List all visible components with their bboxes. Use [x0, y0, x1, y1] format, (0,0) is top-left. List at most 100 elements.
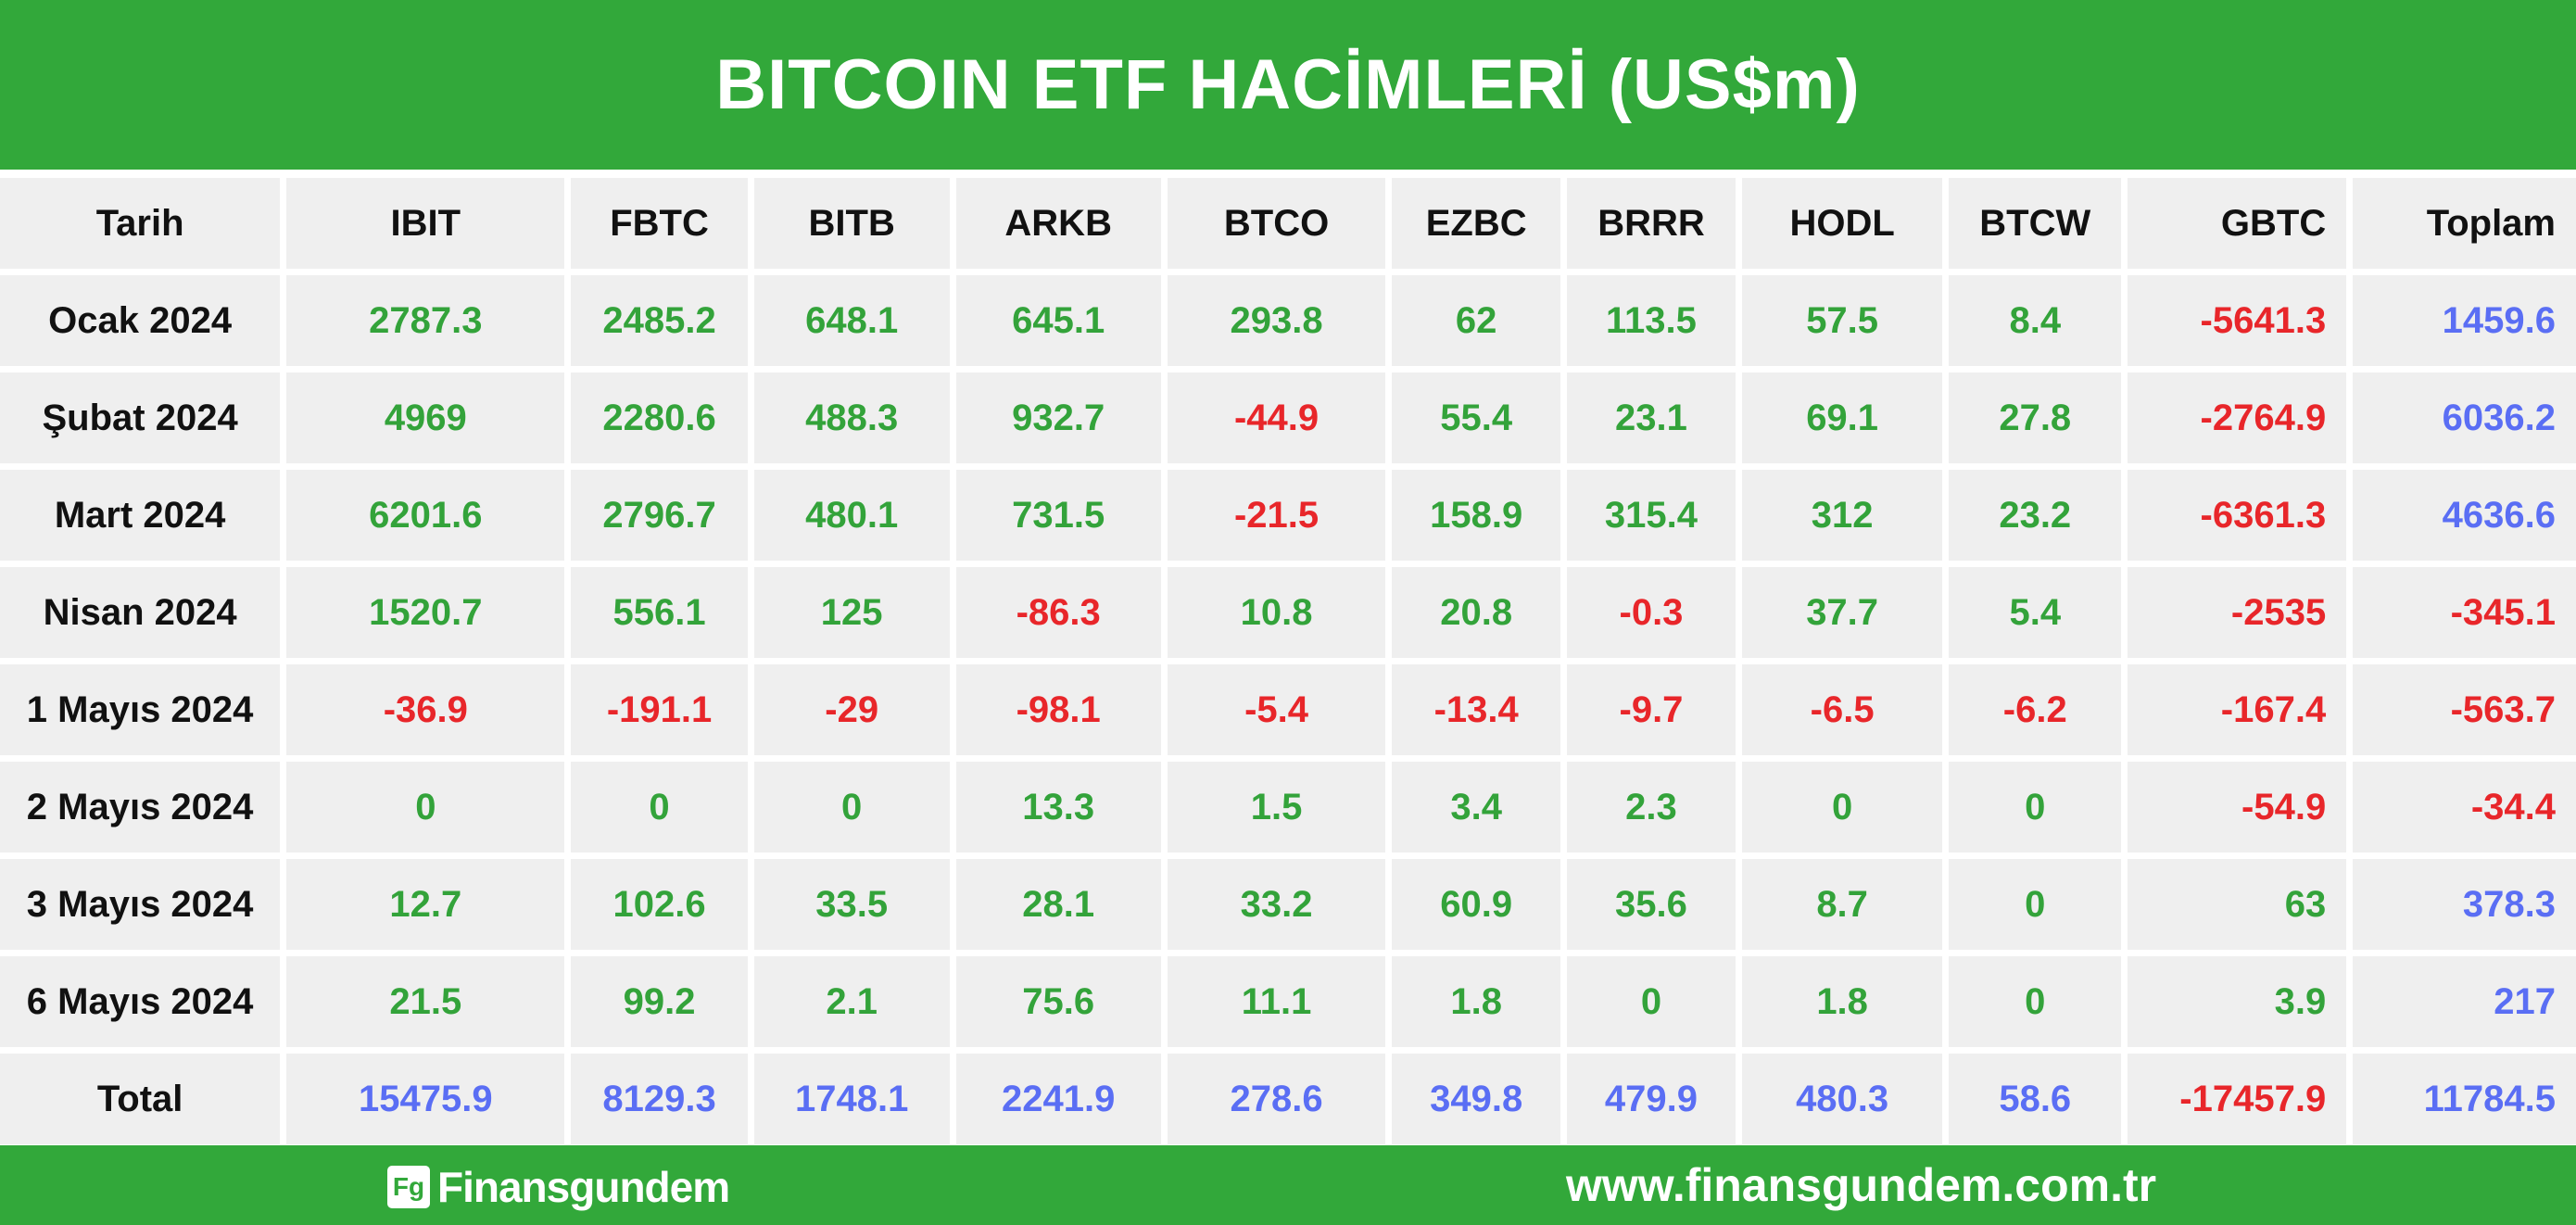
table-cell: 1520.7	[286, 567, 565, 658]
table-cell: 5.4	[1949, 567, 2122, 658]
table-cell: -2764.9	[2128, 373, 2347, 463]
table-cell: 63	[2128, 859, 2347, 950]
row-date-label: 3 Mayıs 2024	[0, 859, 281, 950]
column-header: BTCO	[1167, 178, 1386, 269]
table-cell: 13.3	[955, 762, 1161, 852]
table-cell: -44.9	[1167, 373, 1386, 463]
page-title: BITCOIN ETF HACİMLERİ (US$m)	[715, 45, 1861, 124]
table-cell: 4636.6	[2353, 470, 2576, 561]
table-cell: 488.3	[753, 373, 950, 463]
column-header: BRRR	[1566, 178, 1736, 269]
table-cell: -167.4	[2128, 664, 2347, 755]
etf-volume-table: Tarih IBIT FBTC BITB ARKB BTCO EZBC BRRR HODL BTC…	[0, 178, 2576, 1145]
table-cell: -0.3	[1566, 567, 1736, 658]
table-cell: 2787.3	[286, 275, 565, 366]
table-cell: 60.9	[1392, 859, 1560, 950]
table-cell: 102.6	[571, 859, 748, 950]
table-cell: -5641.3	[2128, 275, 2347, 366]
column-header: EZBC	[1392, 178, 1560, 269]
table-cell: -563.7	[2353, 664, 2576, 755]
row-date-label: Ocak 2024	[0, 275, 281, 366]
row-date-label: Nisan 2024	[0, 567, 281, 658]
table-cell: 2.3	[1566, 762, 1736, 852]
table-cell: -36.9	[286, 664, 565, 755]
table-cell: 3.4	[1392, 762, 1560, 852]
column-header: ARKB	[955, 178, 1161, 269]
column-header: Tarih	[0, 178, 281, 269]
brand-logo: Fg Finansgundem	[387, 1162, 730, 1212]
table-cell: -34.4	[2353, 762, 2576, 852]
table-cell: -86.3	[955, 567, 1161, 658]
website-url[interactable]: www.finansgundem.com.tr	[1566, 1159, 2157, 1211]
table-cell: -191.1	[571, 664, 748, 755]
table-cell: 35.6	[1566, 859, 1736, 950]
logo-text: Finansgundem	[437, 1163, 730, 1211]
logo-mark-icon: Fg	[387, 1166, 430, 1208]
table-cell: -6.5	[1742, 664, 1943, 755]
table-cell: 0	[1742, 762, 1943, 852]
row-date-label: Şubat 2024	[0, 373, 281, 463]
table-cell: 23.2	[1949, 470, 2122, 561]
table-cell: 33.2	[1167, 859, 1386, 950]
table-cell: 293.8	[1167, 275, 1386, 366]
table-cell: 645.1	[955, 275, 1161, 366]
column-header: GBTC	[2128, 178, 2347, 269]
table-cell: 99.2	[571, 956, 748, 1047]
table-cell: -9.7	[1566, 664, 1736, 755]
table-cell: -29	[753, 664, 950, 755]
column-header: Toplam	[2353, 178, 2576, 269]
table-cell: -98.1	[955, 664, 1161, 755]
table-cell: 33.5	[753, 859, 950, 950]
table-cell: 0	[286, 762, 565, 852]
table-cell: 8.4	[1949, 275, 2122, 366]
total-cell: 278.6	[1167, 1054, 1386, 1144]
table-cell: 27.8	[1949, 373, 2122, 463]
total-row-label: Total	[0, 1054, 281, 1144]
table-cell: 0	[1949, 956, 2122, 1047]
table-cell: 6201.6	[286, 470, 565, 561]
total-cell: 58.6	[1949, 1054, 2122, 1144]
table-cell: 2485.2	[571, 275, 748, 366]
row-date-label: 2 Mayıs 2024	[0, 762, 281, 852]
table-cell: 28.1	[955, 859, 1161, 950]
total-cell: 11784.5	[2353, 1054, 2576, 1144]
table-cell: -21.5	[1167, 470, 1386, 561]
table-cell: -6361.3	[2128, 470, 2347, 561]
table-cell: -2535	[2128, 567, 2347, 658]
column-header: FBTC	[571, 178, 748, 269]
table-cell: 648.1	[753, 275, 950, 366]
table-cell: 21.5	[286, 956, 565, 1047]
table-cell: 4969	[286, 373, 565, 463]
table-cell: 0	[753, 762, 950, 852]
table-cell: 378.3	[2353, 859, 2576, 950]
table-cell: 1459.6	[2353, 275, 2576, 366]
row-date-label: 6 Mayıs 2024	[0, 956, 281, 1047]
table-cell: 57.5	[1742, 275, 1943, 366]
table-cell: 2796.7	[571, 470, 748, 561]
table-cell: 6036.2	[2353, 373, 2576, 463]
column-header: IBIT	[286, 178, 565, 269]
total-cell: -17457.9	[2128, 1054, 2347, 1144]
total-cell: 2241.9	[955, 1054, 1161, 1144]
table-cell: 217	[2353, 956, 2576, 1047]
title-bar: BITCOIN ETF HACİMLERİ (US$m)	[0, 0, 2576, 170]
row-date-label: 1 Mayıs 2024	[0, 664, 281, 755]
table-cell: 0	[1949, 859, 2122, 950]
table-cell: 315.4	[1566, 470, 1736, 561]
footer: Fg Finansgundem www.finansgundem.com.tr	[0, 1145, 2576, 1225]
table-cell: 20.8	[1392, 567, 1560, 658]
table-cell: 0	[571, 762, 748, 852]
total-cell: 15475.9	[286, 1054, 565, 1144]
table-cell: 0	[1949, 762, 2122, 852]
table-cell: 8.7	[1742, 859, 1943, 950]
table-cell: 69.1	[1742, 373, 1943, 463]
table-cell: 12.7	[286, 859, 565, 950]
table-cell: 62	[1392, 275, 1560, 366]
table-cell: 932.7	[955, 373, 1161, 463]
column-header: HODL	[1742, 178, 1943, 269]
table-cell: -6.2	[1949, 664, 2122, 755]
table-cell: 1.5	[1167, 762, 1386, 852]
table-cell: -13.4	[1392, 664, 1560, 755]
table-cell: 158.9	[1392, 470, 1560, 561]
table-cell: -54.9	[2128, 762, 2347, 852]
